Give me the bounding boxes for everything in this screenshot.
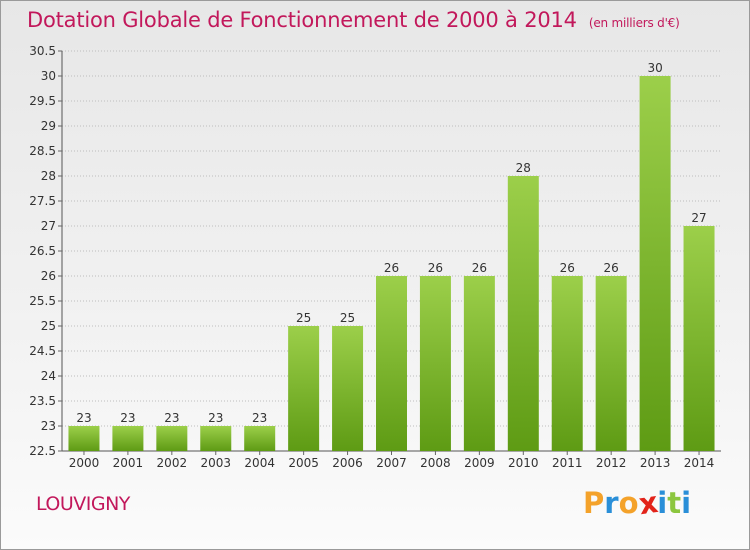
y-tick-label: 29	[41, 119, 56, 133]
y-tick-label: 30.5	[29, 44, 56, 58]
bar-2010	[507, 176, 539, 451]
bar-2006	[332, 326, 364, 451]
y-tick-label: 29.5	[29, 94, 56, 108]
bar-2009	[463, 276, 495, 451]
chart-title: Dotation Globale de Fonctionnement de 20…	[27, 8, 680, 32]
data-label-2000: 23	[76, 411, 91, 425]
bar-2005	[288, 326, 320, 451]
x-tick-label-2002: 2002	[157, 456, 188, 470]
x-tick-label-2001: 2001	[113, 456, 144, 470]
logo-letter: x	[636, 484, 660, 522]
x-tick-label-2007: 2007	[376, 456, 407, 470]
x-tick-label-2003: 2003	[200, 456, 231, 470]
logo-letter: P	[583, 486, 605, 520]
data-label-2005: 25	[296, 311, 311, 325]
x-tick-label-2013: 2013	[640, 456, 671, 470]
x-tick-label-2006: 2006	[332, 456, 363, 470]
data-label-2009: 26	[472, 261, 487, 275]
data-label-2014: 27	[691, 211, 706, 225]
bar-2002	[156, 426, 188, 451]
data-labels: 23 23 23 23 23 25 25 26 26 26 28 26 26 30 27	[76, 61, 706, 425]
x-tick-label-2014: 2014	[684, 456, 715, 470]
logo-letter: i	[681, 486, 692, 520]
bar-2001	[112, 426, 144, 451]
data-label-2010: 28	[516, 161, 531, 175]
y-axis-ticks: 22.5 23 23.5 24 24.5 25 25.5 26 26.5 27 27.5 28 28.5…	[29, 44, 62, 458]
y-tick-label: 28.5	[29, 144, 56, 158]
y-tick-label: 22.5	[29, 444, 56, 458]
chart-unit: (en milliers d'€)	[588, 16, 680, 30]
y-tick-label: 26	[41, 269, 56, 283]
logo-letter: t	[667, 486, 682, 520]
bar-2004	[244, 426, 276, 451]
data-label-2011: 26	[560, 261, 575, 275]
bar-2014	[683, 226, 715, 451]
x-tick-label-2010: 2010	[508, 456, 539, 470]
x-tick-label-2005: 2005	[288, 456, 319, 470]
bar-2007	[376, 276, 407, 451]
bar-2008	[419, 276, 451, 451]
data-label-2001: 23	[120, 411, 135, 425]
bar-2013	[639, 76, 671, 451]
y-tick-label: 24	[41, 369, 56, 383]
x-tick-label-2012: 2012	[596, 456, 627, 470]
y-tick-label: 30	[41, 69, 56, 83]
proxiti-logo: Proxiti	[583, 484, 692, 522]
data-label-2006: 25	[340, 311, 355, 325]
y-tick-label: 23	[41, 419, 56, 433]
y-tick-label: 26.5	[29, 244, 56, 258]
x-tick-label-2009: 2009	[464, 456, 495, 470]
data-label-2013: 30	[647, 61, 662, 75]
x-tick-label-2000: 2000	[69, 456, 100, 470]
data-label-2003: 23	[208, 411, 223, 425]
y-tick-label: 28	[41, 169, 56, 183]
data-label-2008: 26	[428, 261, 443, 275]
y-tick-label: 25.5	[29, 294, 56, 308]
bar-2000	[68, 426, 100, 451]
data-label-2007: 26	[384, 261, 399, 275]
y-tick-label: 25	[41, 319, 56, 333]
bars	[68, 76, 715, 451]
data-label-2012: 26	[604, 261, 619, 275]
logo-letter: i	[657, 486, 668, 520]
y-tick-label: 27	[41, 219, 56, 233]
y-tick-label: 23.5	[29, 394, 56, 408]
logo-letter: r	[604, 486, 619, 520]
x-tick-label-2008: 2008	[420, 456, 451, 470]
y-tick-label: 27.5	[29, 194, 56, 208]
x-axis-ticks: 2000 2001 2002 2003 2004 2005 2006 2007 2008 2009…	[69, 451, 715, 470]
data-label-2004: 23	[252, 411, 267, 425]
bar-2012	[595, 276, 627, 451]
chart-title-text: Dotation Globale de Fonctionnement de 20…	[27, 8, 577, 32]
bar-2011	[551, 276, 583, 451]
data-label-2002: 23	[164, 411, 179, 425]
y-tick-label: 24.5	[29, 344, 56, 358]
logo-letter: o	[618, 486, 639, 520]
commune-name: LOUVIGNY	[36, 493, 130, 515]
bar-2003	[200, 426, 232, 451]
x-tick-label-2011: 2011	[552, 456, 583, 470]
x-tick-label-2004: 2004	[244, 456, 275, 470]
